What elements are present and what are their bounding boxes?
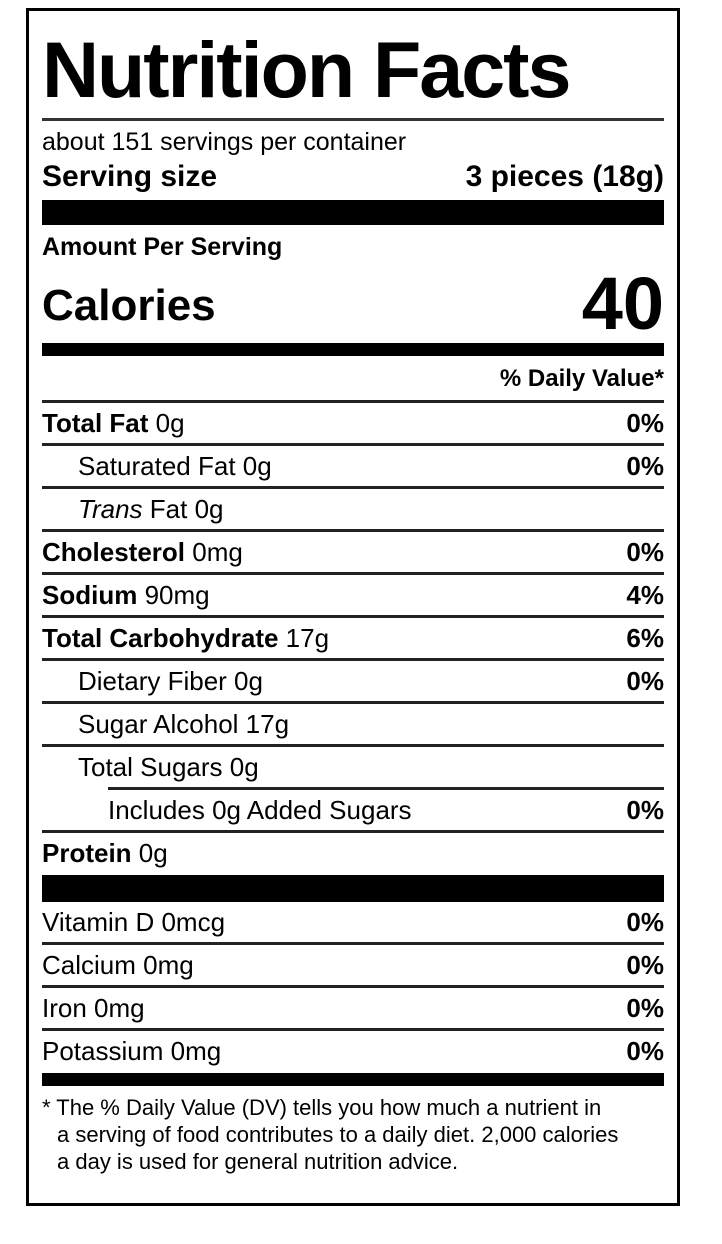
nutrient-row: Sodium 90mg 4% — [42, 572, 664, 615]
amount-per-serving-label: Amount Per Serving — [42, 233, 283, 261]
serving-size-label: Serving size — [42, 160, 218, 193]
title-divider — [42, 118, 664, 121]
nutrient-name: Saturated Fat 0g — [78, 451, 272, 481]
nutrient-row: Total Sugars 0g — [42, 744, 664, 787]
nutrient-name: Trans Fat 0g — [78, 494, 224, 524]
nutrient-daily-value: 0% — [626, 408, 664, 438]
medium-divider-bar-bottom — [42, 1073, 664, 1086]
nutrient-daily-value: 0% — [626, 666, 664, 696]
daily-value-footnote: * The % Daily Value (DV) tells you how m… — [42, 1086, 664, 1175]
nutrient-daily-value: 0% — [626, 950, 664, 980]
nutrient-name: Dietary Fiber 0g — [78, 666, 263, 696]
nutrient-rows: Total Fat 0g 0% Saturated Fat 0g 0% Trans Fa… — [42, 403, 664, 873]
nutrient-row: Vitamin D 0mcg 0% — [42, 902, 664, 942]
nutrient-daily-value: 0% — [626, 907, 664, 937]
nutrient-name: Total Fat 0g — [42, 408, 185, 438]
nutrient-row: Dietary Fiber 0g 0% — [42, 658, 664, 701]
nutrient-row: Potassium 0mg 0% — [42, 1028, 664, 1071]
nutrient-name: Sodium 90mg — [42, 580, 210, 610]
daily-value-header: % Daily Value* — [42, 356, 664, 403]
nutrient-name: Potassium 0mg — [42, 1036, 222, 1066]
nutrient-name: Total Carbohydrate 17g — [42, 623, 330, 653]
nutrient-name: Iron 0mg — [42, 993, 145, 1023]
nutrient-daily-value: 0% — [626, 537, 664, 567]
nutrient-row: Iron 0mg 0% — [42, 985, 664, 1028]
medium-divider-bar-calories — [42, 343, 664, 356]
servings-per-container: about 151 servings per container — [42, 128, 407, 156]
nutrient-name: Vitamin D 0mcg — [42, 907, 226, 937]
nutrient-row: Includes 0g Added Sugars 0% — [42, 790, 664, 830]
nutrient-name: Cholesterol 0mg — [42, 537, 243, 567]
nutrition-facts-label: Nutrition Facts about 151 servings per c… — [26, 8, 680, 1206]
nutrient-daily-value: 0% — [626, 451, 664, 481]
nutrient-name: Protein 0g — [42, 838, 168, 868]
vitamin-rows: Vitamin D 0mcg 0% Calcium 0mg 0% Iron 0mg 0% P… — [42, 902, 664, 1071]
thick-divider-bar-top — [42, 200, 664, 225]
nutrient-row: Cholesterol 0mg 0% — [42, 529, 664, 572]
indented-separator — [108, 787, 664, 790]
serving-size-value: 3 pieces (18g) — [465, 160, 664, 193]
nutrient-name: Includes 0g Added Sugars — [108, 795, 412, 825]
nutrient-row: Trans Fat 0g — [42, 486, 664, 529]
nutrient-row: Calcium 0mg 0% — [42, 942, 664, 985]
thick-divider-bar-protein — [42, 875, 664, 902]
footnote-line: * The % Daily Value (DV) tells you how m… — [42, 1095, 602, 1120]
nutrient-daily-value: 0% — [626, 795, 664, 825]
nutrient-name: Calcium 0mg — [42, 950, 194, 980]
nutrient-daily-value: 0% — [626, 993, 664, 1023]
nutrient-row: Total Carbohydrate 17g 6% — [42, 615, 664, 658]
nutrient-daily-value: 0% — [626, 1036, 664, 1066]
nutrient-name: Total Sugars 0g — [78, 752, 259, 782]
label-title: Nutrition Facts — [42, 25, 571, 114]
nutrient-daily-value: 6% — [626, 623, 664, 653]
nutrient-name: Sugar Alcohol 17g — [78, 709, 290, 739]
footnote-line: a serving of food contributes to a daily… — [57, 1122, 619, 1147]
nutrient-row: Sugar Alcohol 17g — [42, 701, 664, 744]
nutrient-row: Total Fat 0g 0% — [42, 403, 664, 443]
footnote-line: a day is used for general nutrition advi… — [57, 1149, 459, 1174]
calories-label: Calories — [42, 281, 216, 330]
nutrient-daily-value: 4% — [626, 580, 664, 610]
nutrient-row: Saturated Fat 0g 0% — [42, 443, 664, 486]
nutrient-row: Protein 0g — [42, 830, 664, 873]
serving-size-row: Serving size 3 pieces (18g) — [42, 156, 664, 200]
calories-row: Calories 40 — [42, 261, 664, 345]
calories-value: 40 — [581, 262, 664, 345]
